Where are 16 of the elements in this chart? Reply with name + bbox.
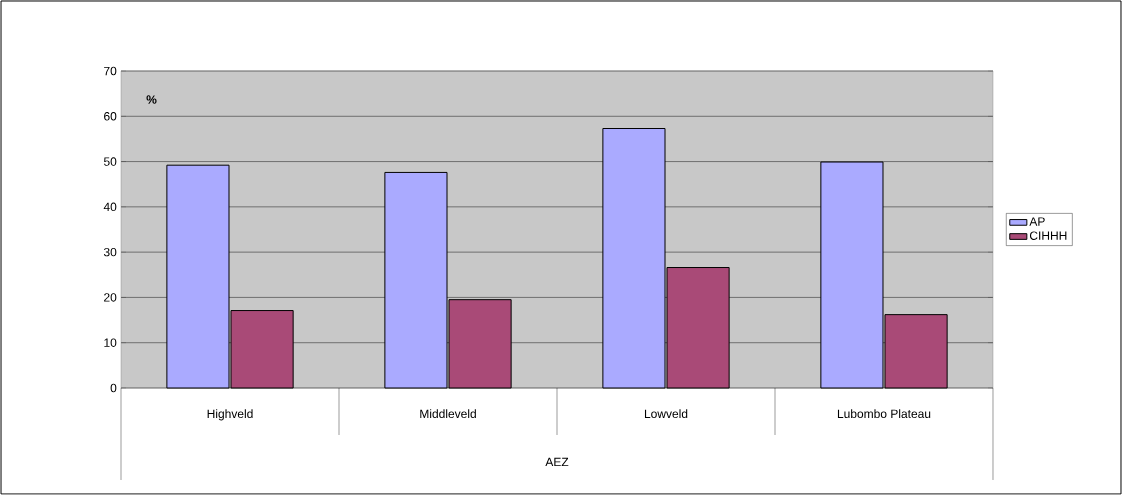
y-tick-label: 60 bbox=[104, 112, 117, 121]
x-axis-title: AEZ bbox=[545, 457, 569, 467]
y-tick-label: 10 bbox=[104, 338, 117, 347]
y-tick-label: 70 bbox=[104, 66, 117, 76]
y-tick-label: 20 bbox=[104, 293, 117, 302]
y-tick-label: 0 bbox=[110, 383, 117, 393]
x-tick-label: Middleveld bbox=[420, 409, 476, 418]
legend-label: AP bbox=[1029, 217, 1045, 226]
legend-label: CIHHH bbox=[1029, 231, 1067, 240]
y-tick-label: 30 bbox=[103, 247, 117, 257]
x-tick-label: Lubombo Plateau bbox=[837, 409, 931, 418]
x-tick-label: Lowveld bbox=[644, 409, 688, 418]
y-axis-title: % bbox=[146, 95, 157, 104]
y-tick-label: 50 bbox=[103, 157, 117, 166]
x-tick-label: Highveld bbox=[207, 409, 253, 421]
y-tick-label: 40 bbox=[103, 202, 117, 212]
